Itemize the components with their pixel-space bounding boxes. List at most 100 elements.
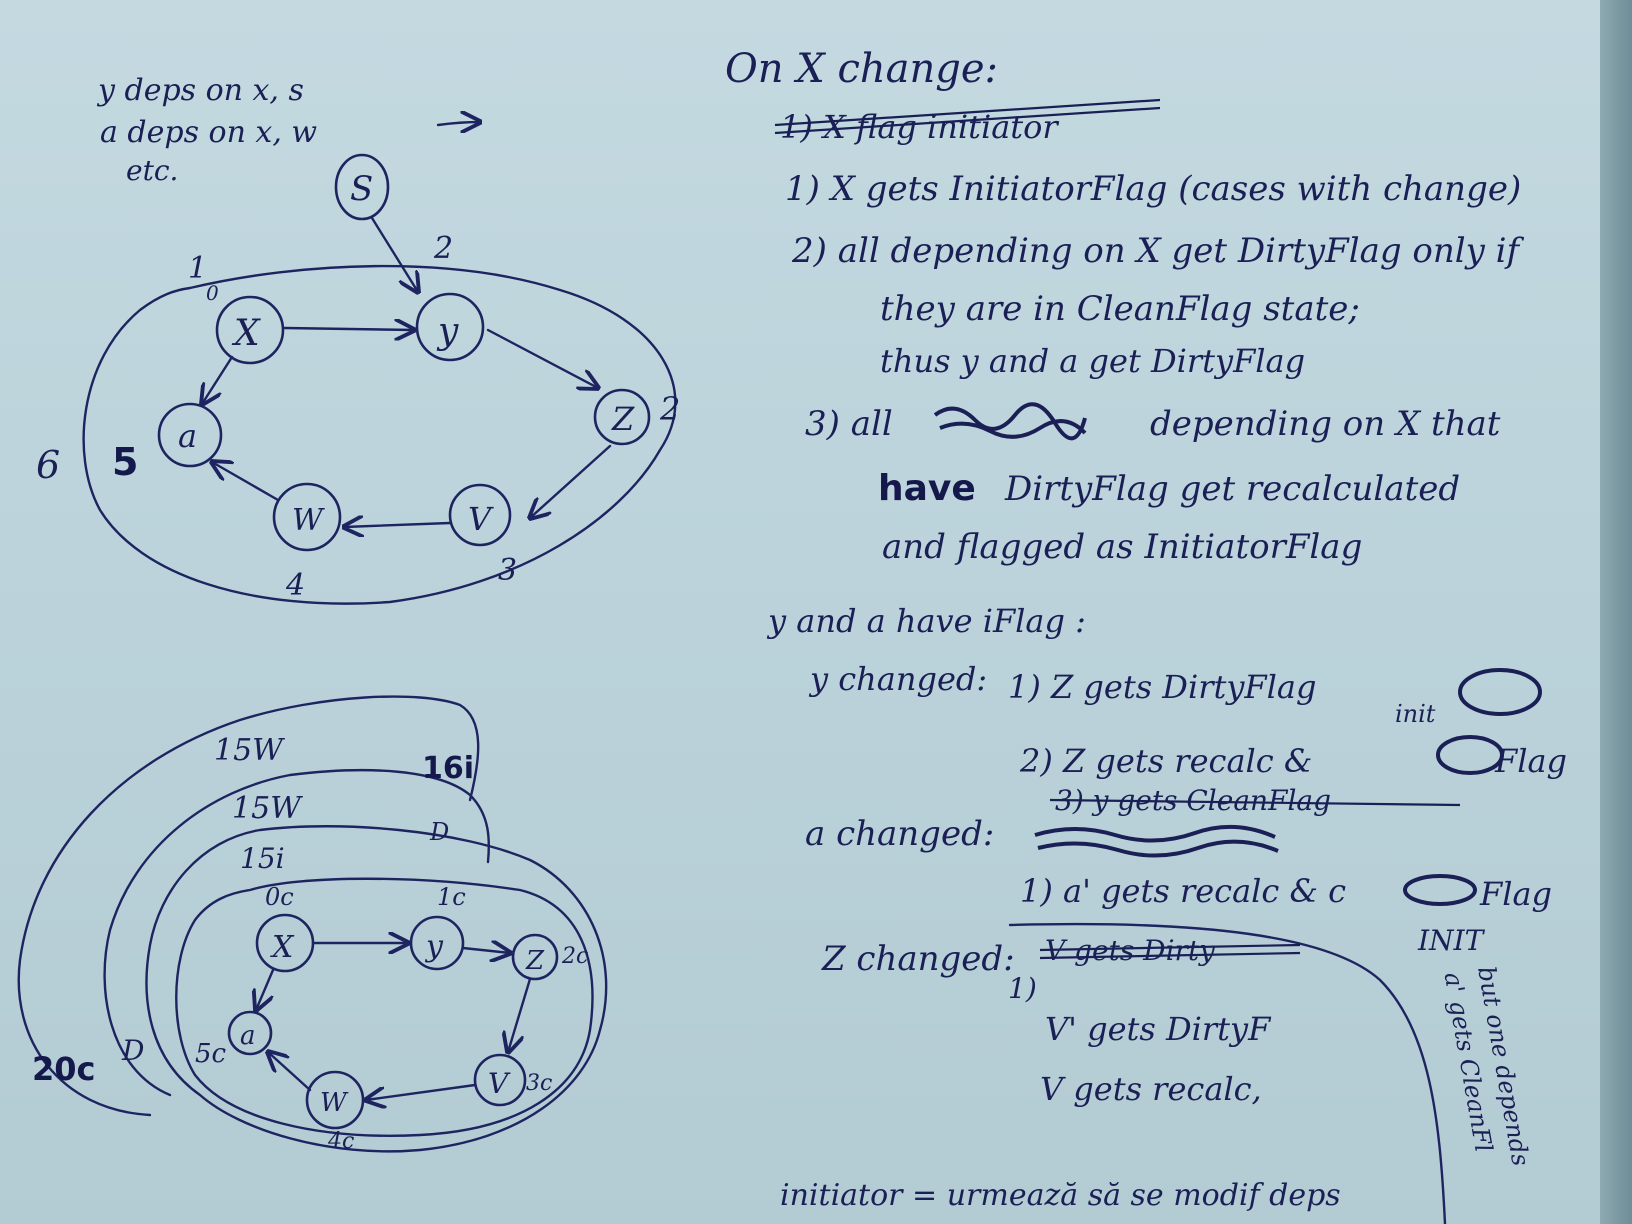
graph2-layer-2 <box>103 769 491 1097</box>
notes-step3-d: DirtyFlag get recalculated <box>1004 469 1460 509</box>
graph1-label-z: 2 <box>659 390 680 428</box>
svg-text:X: X <box>231 313 261 354</box>
svg-text:Z: Z <box>525 946 545 976</box>
notes-step2-line2: they are in CleanFlag state; <box>880 289 1360 329</box>
graph2-label-x: 0c <box>265 883 294 911</box>
scribble-1 <box>933 402 1087 441</box>
notes-step2-line1: 2) all depending on X get DirtyFlag only… <box>791 231 1525 271</box>
graph1-label-w: 4 <box>285 568 305 603</box>
edge-y-z <box>486 328 598 388</box>
strikethrough-2 <box>1049 798 1461 807</box>
graph2-label-y: 1c <box>437 883 466 911</box>
scribble-4 <box>1034 824 1276 843</box>
notes-struck-line: 1) X flag initiator <box>780 108 1059 146</box>
graph2-side-label-3: D <box>429 818 449 846</box>
notes-y-step1-right: init <box>1395 700 1436 728</box>
notes-bottom: initiator = urmează să se modif deps <box>780 1178 1341 1213</box>
strikethrough-3 <box>1039 943 1301 952</box>
svg-text:S: S <box>350 169 373 209</box>
notes-y-changed: y changed: <box>808 660 987 698</box>
notes-a-changed: a changed: <box>805 814 994 854</box>
graph1-node-v: V <box>448 483 512 547</box>
graph1-label-a: 5 <box>112 440 138 484</box>
notes-a-init: INIT <box>1417 924 1486 957</box>
graph1-label-outer: 6 <box>36 443 60 487</box>
edge-x-y <box>283 328 414 330</box>
notes-z-changed: Z changed: <box>821 939 1015 979</box>
graph2-side-label-2: D <box>121 1034 144 1067</box>
edge-z-v <box>530 444 612 518</box>
svg-text:X: X <box>270 930 295 965</box>
side-note: but one depends a' gets CleanFl <box>1439 964 1535 1168</box>
graph2-side-label-1: 20c <box>32 1050 96 1088</box>
svg-text:a: a <box>178 417 197 455</box>
edge-x-a <box>202 355 234 404</box>
graph1-node-s: S <box>334 153 390 221</box>
graph1-node-z: Z <box>593 388 651 446</box>
g2-edge-v-w <box>366 1083 477 1100</box>
notes-y-step1: 1) Z gets DirtyFlag <box>1008 668 1316 706</box>
svg-text:y: y <box>436 311 459 352</box>
edge-w-a <box>212 462 280 502</box>
graph2-label-w: 4c <box>327 1129 354 1154</box>
notes-a-step1-right: Flag <box>1479 875 1552 913</box>
graph1-node-a: a <box>157 402 223 468</box>
notes-ya-line: y and a have iFlag : <box>766 602 1086 640</box>
graph1-node-y: y <box>415 292 485 362</box>
divider-curve <box>1008 922 1447 1224</box>
graph2-label-z: 2c <box>561 944 588 969</box>
notes-z-step1: 1) <box>1008 972 1037 1005</box>
graph1-outer-loop <box>82 264 677 605</box>
graph2-inner-loop <box>175 877 594 1137</box>
notes-z-struck: V gets Dirty <box>1045 934 1216 967</box>
edge-s-y <box>370 216 418 292</box>
notes-step3-e: and flagged as InitiatorFlag <box>882 527 1362 567</box>
svg-text:V: V <box>468 500 494 538</box>
svg-text:W: W <box>292 503 325 538</box>
scribble-3 <box>1436 735 1504 775</box>
edge-v-w <box>344 523 452 527</box>
notes-step3-c: have <box>878 468 976 509</box>
note-arrow <box>436 122 480 125</box>
graph2-label-v: 3c <box>526 1071 552 1096</box>
graph2-label-a: 5c <box>195 1039 227 1069</box>
graph2-node-y: y <box>409 915 465 971</box>
graph1-label-y: 2 <box>433 231 453 266</box>
graph1-label-v: 3 <box>498 553 517 588</box>
graph2-layer-3 <box>145 825 608 1153</box>
notes-z-step2: V gets recalc, <box>1040 1070 1262 1108</box>
graph2-layer-label-1: 15i <box>240 842 285 875</box>
graph2-layer-label-4: 16i <box>422 751 474 786</box>
svg-text:a: a <box>240 1021 256 1051</box>
note-line-3: etc. <box>126 154 178 187</box>
scribble-5 <box>1403 874 1477 906</box>
notes-y-step2-right: Flag <box>1494 742 1567 780</box>
notes-step3-a: 3) all <box>805 404 893 444</box>
notes-a-step1: 1) a' gets recalc & c <box>1020 872 1346 910</box>
graph2-layer-outer <box>17 695 480 1117</box>
graph2-node-a: a <box>227 1010 273 1056</box>
g2-edge-w-a <box>268 1052 312 1092</box>
graph2-layer-label-3: 15W <box>214 733 285 768</box>
graph2-node-z: Z <box>511 933 559 981</box>
graph1-label-x-sub: 0 <box>206 281 219 305</box>
g2-edge-y-z <box>461 948 510 953</box>
svg-text:Z: Z <box>611 400 635 438</box>
notes-step2-line3: thus y and a get DirtyFlag <box>880 342 1305 380</box>
note-line-1: y deps on x, s <box>96 73 304 108</box>
graph2-node-v: V <box>473 1053 527 1107</box>
g2-edge-x-a <box>256 968 275 1010</box>
scribble-2 <box>1458 668 1542 716</box>
g2-edge-z-v <box>508 977 532 1052</box>
svg-text:W: W <box>320 1088 349 1118</box>
graph1-node-w: W <box>272 482 342 552</box>
notes-step3-b: depending on X that <box>1150 404 1501 444</box>
graph1-label-x: 1 <box>188 251 207 286</box>
graph2-layer-label-2: 15W <box>232 791 303 826</box>
note-line-2: a deps on x, w <box>100 115 317 150</box>
notes-step1: 1) X gets InitiatorFlag (cases with chan… <box>785 169 1521 209</box>
graph1-node-x: X <box>215 295 285 365</box>
graph2-node-w: W <box>305 1070 365 1130</box>
page-edge <box>1600 0 1632 1224</box>
